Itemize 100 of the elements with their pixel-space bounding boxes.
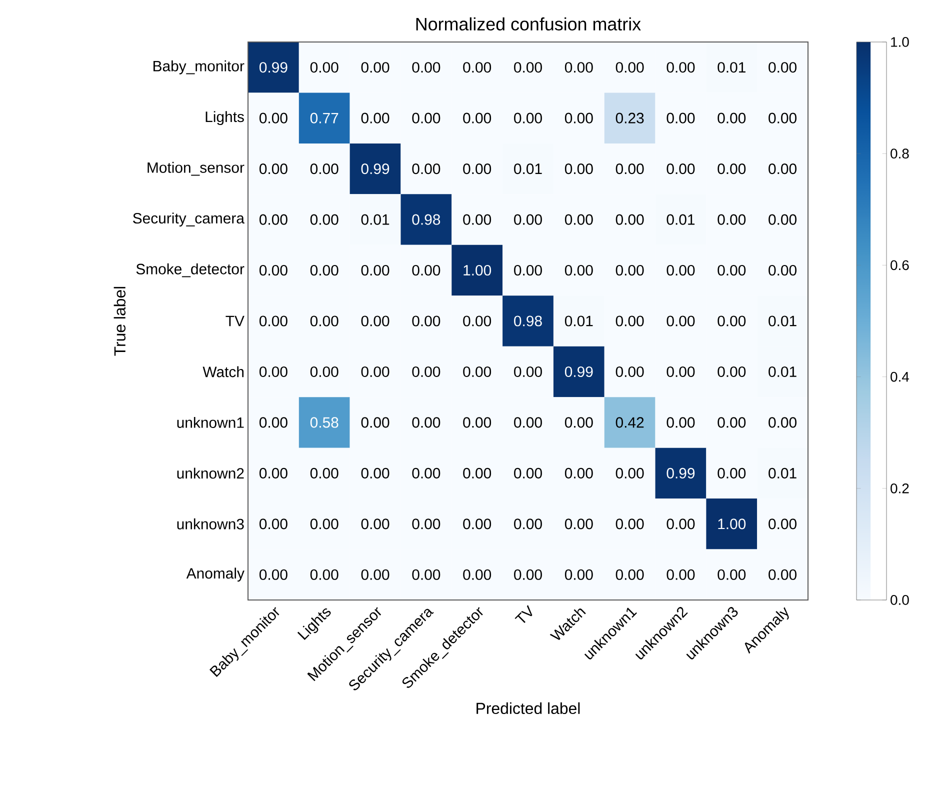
data-label: 0.00 (666, 316, 695, 326)
data-label: 0.00 (259, 569, 288, 580)
data-label: 0.00 (310, 518, 338, 530)
data-label: 0.00 (310, 164, 338, 174)
data-label: 0.00 (259, 316, 288, 326)
y-axis-title: True label (114, 286, 126, 356)
data-label: 0.01 (768, 366, 796, 378)
data-label: 0.00 (310, 264, 338, 276)
data-label: 0.00 (616, 468, 644, 478)
data-label: 0.00 (412, 62, 440, 73)
color-bar-label: 0.4 (890, 372, 910, 382)
data-label: 0.00 (616, 264, 644, 276)
data-label: 0.00 (718, 264, 746, 276)
data-label: 0.00 (718, 468, 746, 478)
x-tick-label: TV (514, 605, 532, 624)
data-label: 0.00 (616, 62, 644, 73)
data-label: 0.00 (768, 417, 796, 428)
data-label: 0.00 (514, 62, 542, 73)
data-label: 0.00 (259, 518, 288, 530)
data-label: 0.00 (310, 468, 338, 478)
data-label: 0.00 (616, 569, 644, 580)
data-label: 0.00 (666, 417, 695, 428)
data-label: 0.00 (361, 518, 390, 530)
data-label: 0.00 (463, 417, 492, 428)
data-label: 0.00 (564, 468, 593, 478)
data-label: 0.00 (616, 518, 644, 530)
data-label: 0.00 (718, 569, 746, 580)
data-label: 0.42 (616, 417, 644, 428)
data-label: 0.01 (666, 214, 695, 225)
data-label: 0.99 (564, 366, 593, 378)
data-label: 0.00 (463, 468, 492, 478)
data-label: 0.00 (666, 62, 695, 73)
data-label: 0.00 (259, 214, 288, 225)
y-tick-label: Lights (206, 111, 244, 126)
data-label: 0.00 (514, 112, 542, 124)
data-label: 0.00 (361, 417, 390, 428)
data-label: 0.00 (616, 214, 644, 225)
data-label: 0.00 (361, 569, 390, 580)
data-label: 0.99 (361, 164, 390, 174)
data-label: 0.00 (463, 112, 492, 124)
data-label: 0.01 (768, 316, 796, 326)
data-label: 0.00 (361, 468, 390, 478)
chart-title: Normalized confusion matrix (416, 17, 641, 30)
data-label: 0.00 (412, 569, 440, 580)
data-label: 0.00 (463, 569, 492, 580)
data-label: 1.00 (718, 518, 746, 530)
data-label: 0.00 (514, 214, 542, 225)
data-label: 0.00 (412, 518, 440, 530)
data-label: 0.99 (259, 62, 288, 73)
data-label: 0.00 (666, 366, 695, 378)
data-label: 0.00 (259, 164, 288, 174)
x-axis-title: Predicted label (476, 702, 580, 714)
color-bar-label: 0.2 (890, 483, 909, 494)
data-label: 0.58 (310, 417, 338, 428)
y-tick-label: Anomaly (186, 568, 244, 582)
data-label: 0.00 (361, 112, 390, 124)
data-label: 0.00 (768, 62, 796, 73)
y-tick-label: unknown1 (177, 416, 244, 428)
data-label: 0.00 (666, 164, 695, 174)
data-label: 0.99 (666, 468, 695, 478)
data-label: 0.00 (768, 264, 796, 276)
data-label: 0.01 (768, 468, 796, 478)
data-label: 0.00 (412, 417, 440, 428)
data-label: 0.00 (412, 468, 440, 478)
y-tick-label: TV (226, 316, 244, 326)
data-label: 0.00 (564, 417, 593, 428)
data-label: 0.01 (361, 214, 390, 225)
data-label: 0.00 (463, 316, 492, 326)
data-label: 0.00 (514, 518, 542, 530)
data-label: 0.00 (514, 569, 542, 580)
data-label: 0.00 (259, 112, 288, 124)
data-label: 0.01 (718, 62, 746, 73)
data-label: 0.00 (310, 214, 338, 225)
data-label: 0.00 (310, 569, 338, 580)
data-label: 0.00 (310, 62, 338, 73)
color-bar-label: 0.0 (890, 595, 909, 605)
data-label: 0.00 (463, 214, 492, 225)
data-label: 0.00 (259, 417, 288, 428)
data-label: 0.00 (718, 112, 746, 124)
data-label: 0.01 (514, 164, 542, 174)
data-label: 0.00 (361, 62, 390, 73)
data-label: 0.00 (718, 366, 746, 378)
data-label: 0.00 (361, 366, 390, 378)
data-label: 0.00 (514, 366, 542, 378)
data-label: 0.98 (412, 214, 440, 225)
y-tick-label: Smoke_detector (136, 263, 244, 278)
data-label: 0.00 (616, 316, 644, 326)
data-label: 0.00 (564, 518, 593, 530)
data-label: 0.00 (412, 164, 440, 174)
data-label: 0.00 (768, 518, 796, 530)
data-label: 0.00 (463, 164, 492, 174)
data-label: 0.00 (412, 366, 440, 378)
data-label: 0.00 (412, 316, 440, 326)
data-label: 0.00 (412, 264, 440, 276)
data-label: 0.77 (310, 112, 338, 124)
data-label: 0.00 (361, 316, 390, 326)
color-bar-label: 0.8 (890, 148, 909, 159)
data-label: 0.00 (768, 112, 796, 124)
data-label: 0.00 (768, 214, 796, 225)
y-tick-label: Watch (202, 366, 244, 378)
